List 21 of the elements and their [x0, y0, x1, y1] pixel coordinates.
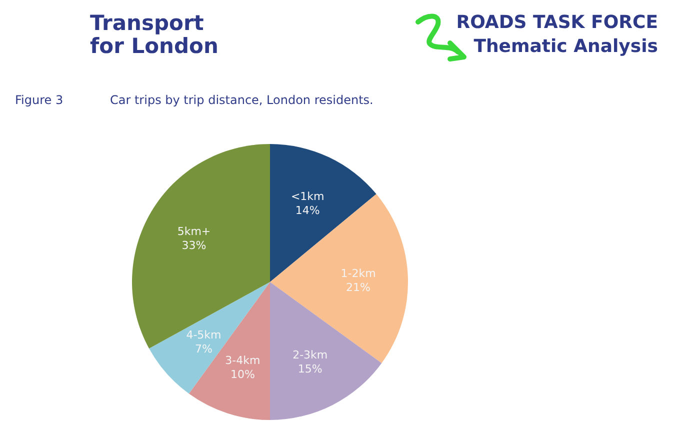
pie-slice — [270, 144, 376, 282]
slice-label: 5km+ — [177, 225, 211, 238]
text: Transport for London — [90, 11, 218, 58]
data-label: 33% — [182, 239, 206, 252]
data-label: 15% — [298, 362, 322, 376]
slice-label: 1-2km — [340, 267, 376, 280]
slice-label: <1km — [290, 190, 324, 204]
slice-label: 2-3km — [292, 348, 328, 362]
caption: Figure 3 — [15, 93, 64, 107]
data-label: 14% — [295, 204, 320, 218]
text: ROADS TASK FORCE — [456, 12, 658, 33]
data-label: 10% — [230, 368, 255, 381]
text: Thematic Analysis — [474, 36, 658, 57]
pie-slice — [270, 282, 382, 420]
data-label: 7% — [195, 342, 212, 356]
chart-title: Car trips by trip distance, London residents. — [110, 93, 374, 107]
slice-label: 3-4km — [225, 354, 260, 367]
slice-label: 4-5km — [186, 328, 222, 342]
pie-slice — [149, 282, 270, 394]
data-label: 21% — [346, 281, 371, 294]
pie-slice — [188, 282, 270, 420]
